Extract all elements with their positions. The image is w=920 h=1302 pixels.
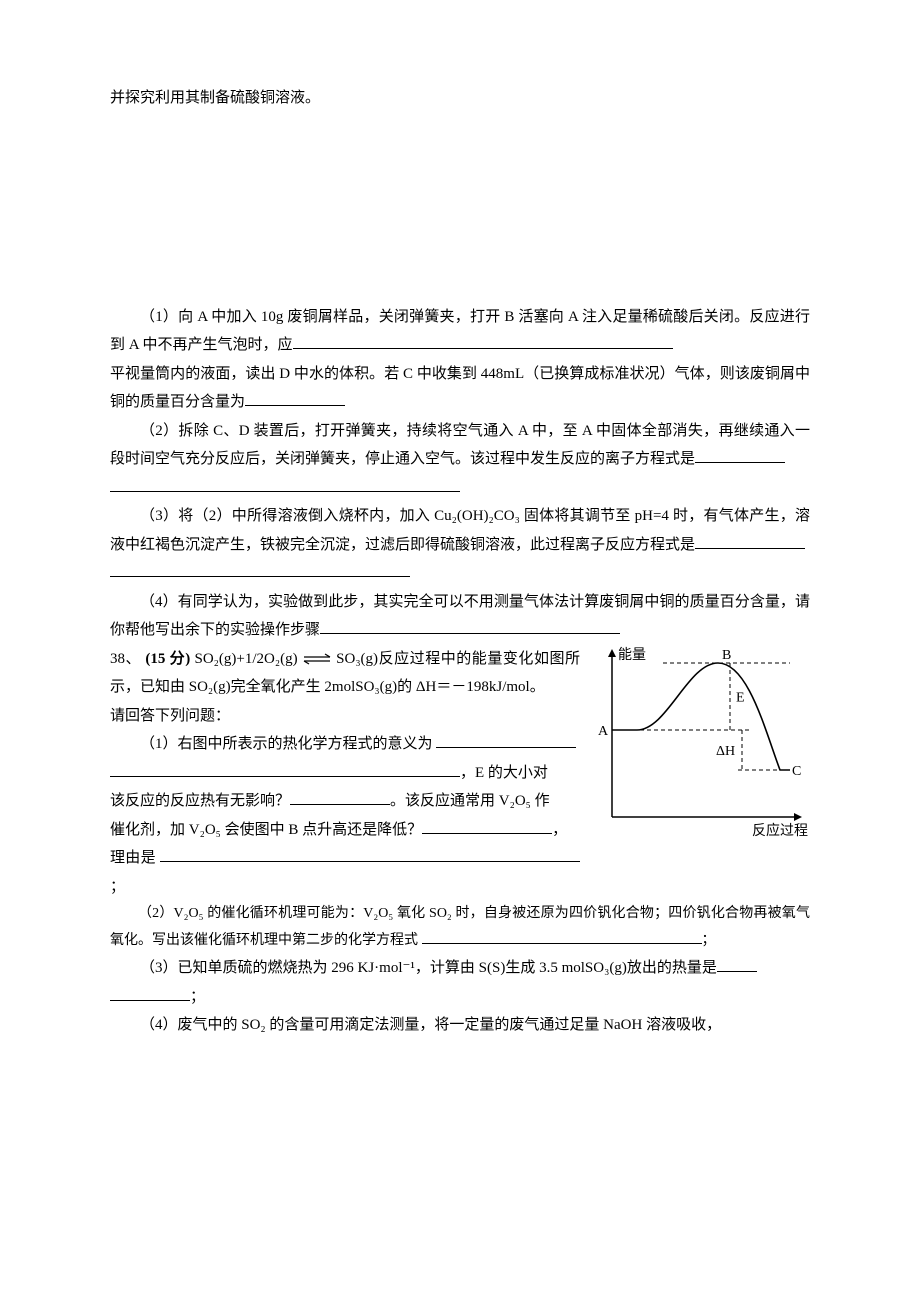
q1-blank-1 [293,333,673,349]
q38-3-tail: ； [190,989,205,1005]
q3-para: （3）将（2）中所得溶液倒入烧杯内，加入 Cu₂(OH)₂CO₃ 固体将其调节至… [110,502,810,559]
q38-1a-blank [436,732,576,748]
q2-para: （2）拆除 C、D 装置后，打开弹簧夹，持续将空气通入 A 中，至 A 中固体全… [110,417,810,474]
svg-text:E: E [736,690,745,705]
svg-text:反应过程: 反应过程 [752,822,808,839]
q38-points: (15 分) [145,651,190,667]
q38-3-text: （3）已知单质硫的燃烧热为 296 KJ·mol⁻¹，计算由 S(S)生成 3.… [140,960,717,976]
q38-1b-blank [110,761,460,777]
q38-1c-text2: 。该反应通常用 V₂O₅ 作 [390,793,550,809]
q1-follow: 平视量筒内的液面，读出 D 中水的体积。若 C 中收集到 448mL（已换算成标… [110,360,810,417]
q38-block: 能量反应过程ABCEΔH 38、 (15 分) SO₂(g)+1/2O₂(g) … [110,645,810,1040]
q1-blank-2 [245,390,345,406]
q38-number: 38、 [110,651,141,667]
q2-blank-1 [695,447,785,463]
q3-extra-blank [110,559,810,588]
q38-1a-text: （1）右图中所表示的热化学方程式的意义为 [140,736,436,752]
q3-blank-1 [695,533,805,549]
q38-eq-left: SO₂(g)+1/2O₂(g) [194,651,297,667]
svg-text:A: A [598,724,609,739]
q4-blank [320,618,620,634]
q2-extra-blank [110,474,810,503]
q38-1b-text: ，E 的大小对 [460,765,548,781]
q38-1e-text: 理由是 [110,850,160,866]
q38-4: （4）废气中的 SO₂ 的含量可用滴定法测量，将一定量的废气通过足量 NaOH … [110,1011,810,1040]
q38-3: （3）已知单质硫的燃烧热为 296 KJ·mol⁻¹，计算由 S(S)生成 3.… [110,954,810,983]
svg-text:能量: 能量 [618,647,646,663]
q38-3b: ； [110,983,810,1012]
svg-text:ΔH: ΔH [716,744,735,759]
figure-placeholder [110,113,810,303]
intro-line: 并探究利用其制备硫酸铜溶液。 [110,84,810,113]
q38-1d-text: 催化剂，加 V₂O₅ 会使图中 B 点升高还是降低？ [110,822,422,838]
q4-para: （4）有同学认为，实验做到此步，其实完全可以不用测量气体法计算废铜屑中铜的质量百… [110,588,810,645]
q38-1e-tail: ； [110,879,125,895]
q38-3-blank-a [717,956,757,972]
q1-para: （1）向 A 中加入 10g 废铜屑样品，关闭弹簧夹，打开 B 活塞向 A 注入… [110,303,810,360]
svg-text:C: C [792,764,801,779]
equilibrium-arrow-icon [302,653,332,665]
svg-text:B: B [722,648,731,663]
q38-3-blank-b [110,985,190,1001]
q38-4-text: （4）废气中的 SO₂ 的含量可用滴定法测量，将一定量的废气通过足量 NaOH … [140,1017,721,1033]
q38-2: （2）V₂O₅ 的催化循环机理可能为：V₂O₅ 氧化 SO₂ 时，自身被还原为四… [110,901,810,954]
q38-1d-tail: ， [552,822,567,838]
q38-1e-blank [160,846,580,862]
q38-1c-text: 该反应的反应热有无影响？ [110,793,290,809]
q1-text-b: 平视量筒内的液面，读出 D 中水的体积。若 C 中收集到 448mL（已换算成标… [110,366,810,411]
energy-diagram: 能量反应过程 A B C E ΔH [590,645,810,856]
q38-2-tail: ； [702,933,716,948]
q38-1c-blank [290,789,390,805]
q38-2-blank [422,929,702,944]
q38-1d-blank [422,818,552,834]
